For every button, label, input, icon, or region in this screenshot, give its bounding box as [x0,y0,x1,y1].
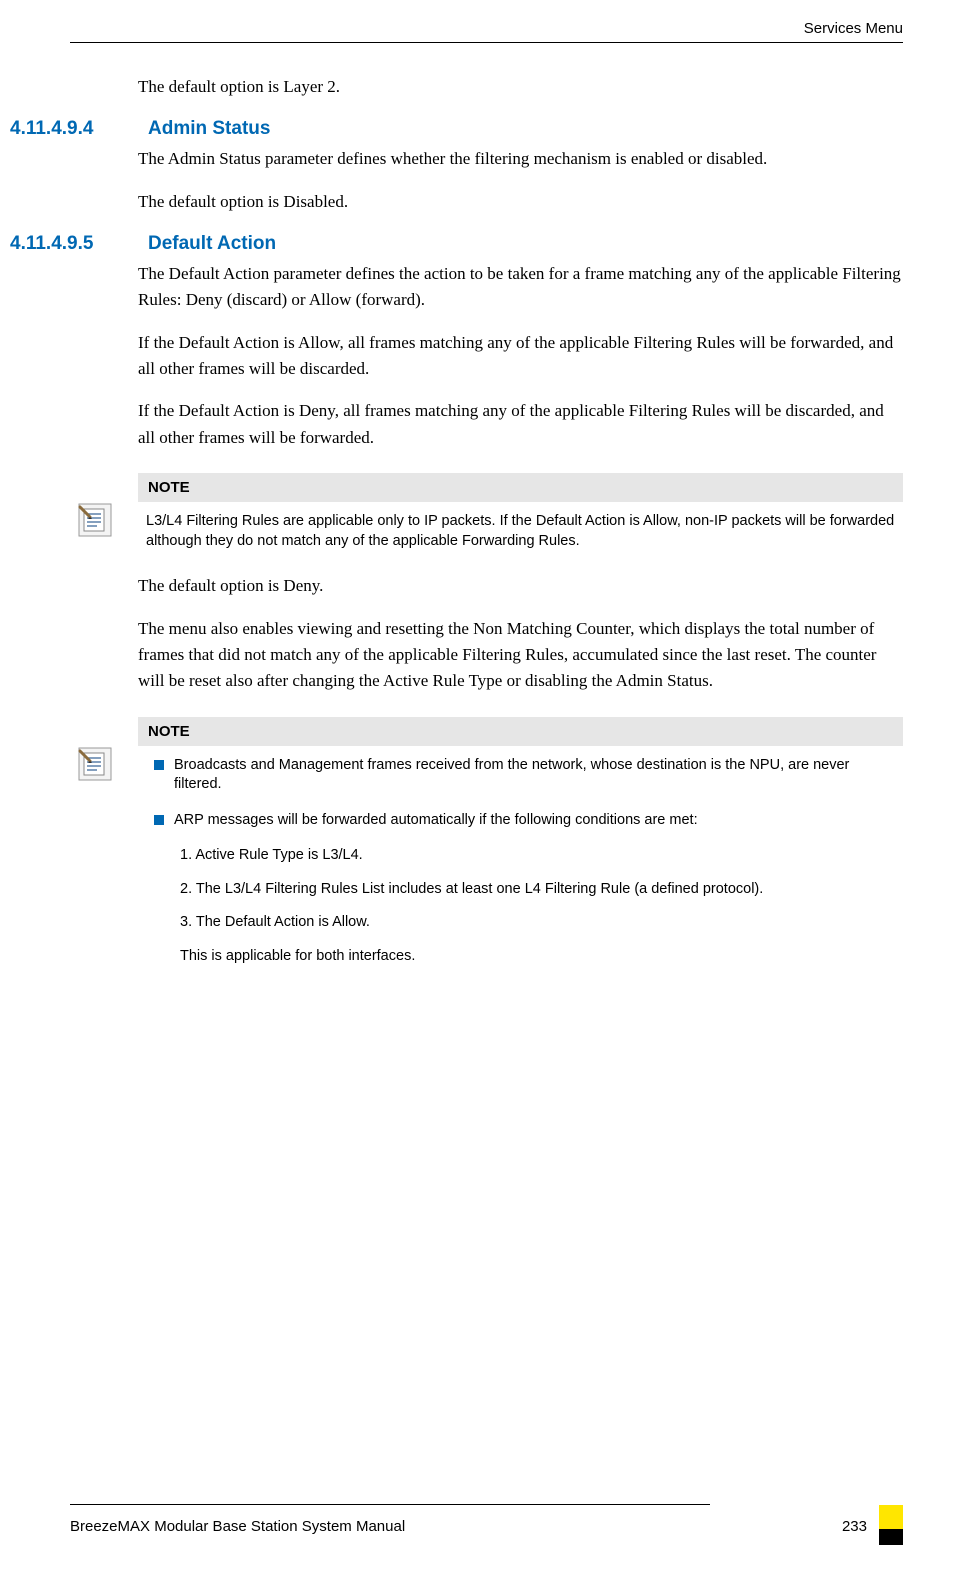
footer-rule [70,1504,710,1505]
after-note1-p1: The default option is Deny. [138,573,903,599]
footer-manual-title: BreezeMAX Modular Base Station System Ma… [70,1518,405,1535]
footer-block-top [879,1505,903,1529]
note-body: L3/L4 Filtering Rules are applicable onl… [138,502,903,555]
intro-paragraph: The default option is Layer 2. [138,74,903,100]
note-block-1: NOTE L3/L4 Filtering Rules are applicabl… [138,473,903,555]
note-icon [78,503,112,537]
page: Services Menu The default option is Laye… [0,0,977,1596]
admin-status-p2: The default option is Disabled. [138,189,903,215]
section-number: 4.11.4.9.5 [0,233,128,255]
note-block-2: NOTE Broadcasts and Management frames re… [138,717,903,985]
after-note1-p2: The menu also enables viewing and resett… [138,616,903,695]
list-item: 2. The L3/L4 Filtering Rules List includ… [180,880,895,900]
section-number: 4.11.4.9.4 [0,118,128,140]
note2-bullet-1: Broadcasts and Management frames receive… [146,756,895,795]
note2-ordered-list: 1. Active Rule Type is L3/L4. 2. The L3/… [146,846,895,933]
section-default-action-heading: 4.11.4.9.5 Default Action [0,233,903,255]
footer-block-bottom [879,1529,903,1545]
default-action-p3: If the Default Action is Deny, all frame… [138,398,903,451]
note-body-2: Broadcasts and Management frames receive… [138,746,903,985]
list-item: 1. Active Rule Type is L3/L4. [180,846,895,866]
note2-bullet-2: ARP messages will be forwarded automatic… [146,811,895,831]
section-title: Admin Status [148,118,270,140]
note-icon [78,747,112,781]
admin-status-p1: The Admin Status parameter defines wheth… [138,146,903,172]
default-action-p2: If the Default Action is Allow, all fram… [138,330,903,383]
note2-last: This is applicable for both interfaces. [146,947,895,967]
note-header: NOTE [138,717,903,746]
section-title: Default Action [148,233,276,255]
bullet-square-icon [154,760,164,770]
bullet-square-icon [154,815,164,825]
list-item: 3. The Default Action is Allow. [180,913,895,933]
bullet-text: Broadcasts and Management frames receive… [174,756,895,795]
default-action-p1: The Default Action parameter defines the… [138,261,903,314]
footer-page-number: 233 [842,1518,867,1535]
bullet-text: ARP messages will be forwarded automatic… [174,811,698,831]
footer-brand-block [879,1505,903,1545]
section-admin-status-heading: 4.11.4.9.4 Admin Status [0,118,903,140]
note-header: NOTE [138,473,903,502]
content-area: The default option is Layer 2. 4.11.4.9.… [0,74,903,1003]
header-section-label: Services Menu [804,20,903,37]
header-rule [70,42,903,43]
